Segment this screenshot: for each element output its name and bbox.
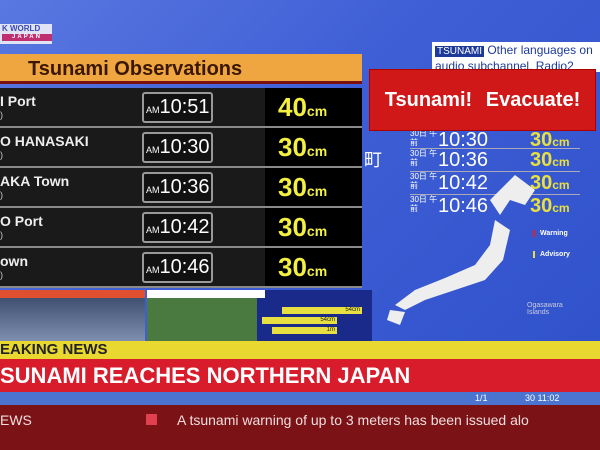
location-name: I Port [0, 93, 36, 109]
location-name: O Port [0, 213, 43, 229]
legend-warning: Warning [533, 230, 570, 237]
news-ticker: EWS A tsunami warning of up to 3 meters … [0, 405, 600, 450]
japan-map [387, 175, 535, 325]
wave-height: 40cm [265, 88, 362, 126]
jp-row: 30日 午前 10:30 30cm [410, 128, 580, 152]
page-indicator: 1/1 [475, 393, 488, 403]
location-sub: ) [0, 270, 3, 280]
wave-height: 30cm [265, 208, 362, 246]
ticker-bullet-icon [146, 414, 157, 425]
map-thumbnail: 54cm 54cm 1m [147, 290, 372, 342]
observation-time: AM10:46 [142, 252, 213, 283]
headline: SUNAMI REACHES NORTHERN JAPAN [0, 359, 600, 392]
observation-time: AM10:51 [142, 92, 213, 123]
clock: 30 11:02 [525, 393, 560, 403]
wave-height: 30cm [265, 248, 362, 286]
observation-row: own) AM10:46 30cm [0, 248, 362, 288]
wave-height: 30cm [265, 128, 362, 166]
observation-row: I Port) AM10:51 40cm [0, 88, 362, 128]
location-name: AKA Town [0, 173, 70, 189]
map-legend: Warning Advisory [533, 230, 570, 272]
jp-kanji: 町 [364, 150, 382, 170]
map-chip: 1m [272, 327, 337, 334]
location-name: O HANASAKI [0, 133, 89, 149]
observation-time: AM10:36 [142, 172, 213, 203]
observation-time: AM10:42 [142, 212, 213, 243]
map-chip: 54cm [282, 307, 362, 314]
breaking-news-label: EAKING NEWS [0, 341, 600, 359]
observation-time: AM10:30 [142, 132, 213, 163]
observations-table: (function(){const d=JSON.parse(document.… [0, 88, 362, 288]
channel-logo: K WORLD JAPAN [0, 24, 52, 44]
info-strip: 1/1 30 11:02 [0, 392, 600, 405]
observation-row: O Port) AM10:42 30cm [0, 208, 362, 248]
observation-row: O HANASAKI) AM10:30 30cm [0, 128, 362, 168]
wave-height: 30cm [265, 168, 362, 206]
tsunami-tag: TSUNAMI [435, 46, 484, 57]
location-sub: ) [0, 110, 3, 120]
ogasawara-label: Ogasawara Islands [527, 302, 563, 316]
ticker-text: A tsunami warning of up to 3 meters has … [177, 412, 529, 428]
location-sub: ) [0, 150, 3, 160]
observation-row: AKA Town) AM10:36 30cm [0, 168, 362, 208]
jp-row: 30日 午前 10:42 30cm [410, 171, 580, 195]
jp-row: 30日 午前 10:36 30cm [410, 148, 580, 172]
map-chip: 54cm [262, 317, 337, 324]
wave-graphic-thumbnail [0, 290, 145, 342]
legend-advisory: Advisory [533, 251, 570, 258]
language-notice: TSUNAMI Other languages on audio subchan… [432, 42, 600, 73]
evacuate-banner: Tsunami! Evacuate! [370, 70, 595, 130]
observations-title: Tsunami Observations [0, 54, 362, 84]
location-sub: ) [0, 190, 3, 200]
location-name: own [0, 253, 28, 269]
ticker-label: EWS [0, 412, 32, 428]
jp-row: 30日 午前 10:46 30cm [410, 194, 580, 218]
location-sub: ) [0, 230, 3, 240]
